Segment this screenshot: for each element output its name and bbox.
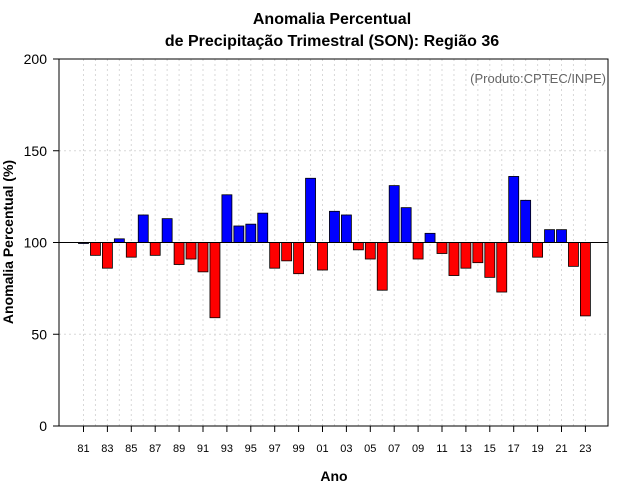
x-tick-label-99: 99 bbox=[292, 443, 304, 455]
x-tick-label-07: 07 bbox=[388, 443, 400, 455]
bar-11 bbox=[436, 242, 448, 254]
y-tick-label-200: 200 bbox=[24, 51, 48, 67]
x-axis: 81 83 85 87 89 91 93 95 97 99 01 03 05 07 09 11 13 15 17 19… bbox=[77, 426, 592, 455]
bar-84 bbox=[113, 238, 125, 243]
y-axis: 0 50 100 150 200 bbox=[24, 51, 59, 434]
bar-08 bbox=[400, 207, 412, 243]
bar-90 bbox=[185, 242, 197, 260]
y-tick-label-150: 150 bbox=[24, 143, 48, 159]
bar-23 bbox=[580, 242, 591, 317]
bar-06 bbox=[376, 242, 388, 291]
x-tick-label-05: 05 bbox=[364, 443, 376, 455]
x-tick-label-91: 91 bbox=[197, 443, 209, 455]
bar-21 bbox=[556, 229, 567, 243]
bar-82 bbox=[90, 242, 101, 256]
x-tick-label-89: 89 bbox=[173, 443, 185, 455]
bar-96 bbox=[257, 212, 269, 243]
bar-07 bbox=[388, 185, 400, 243]
x-tick-label-09: 09 bbox=[412, 443, 424, 455]
bar-99 bbox=[293, 242, 305, 275]
x-tick-label-95: 95 bbox=[245, 443, 257, 455]
bar-16 bbox=[496, 242, 508, 293]
bar-83 bbox=[102, 242, 113, 269]
bar-18 bbox=[520, 199, 532, 243]
chart-title-line1: Anomalia Percentual bbox=[253, 11, 411, 28]
x-tick-label-83: 83 bbox=[101, 443, 113, 455]
bar-03 bbox=[340, 214, 352, 243]
bar-13 bbox=[460, 242, 472, 269]
bar-12 bbox=[448, 242, 460, 276]
bar-95 bbox=[245, 223, 257, 243]
bar-10 bbox=[424, 232, 436, 243]
x-tick-label-13: 13 bbox=[460, 443, 472, 455]
bar-02 bbox=[329, 210, 340, 243]
y-tick-label-100: 100 bbox=[24, 235, 48, 251]
bar-17 bbox=[508, 176, 520, 243]
y-tick-label-0: 0 bbox=[39, 418, 47, 434]
bar-15 bbox=[484, 242, 496, 278]
bar-89 bbox=[173, 242, 185, 265]
x-tick-label-97: 97 bbox=[269, 443, 281, 455]
chart-title-line2: de Precipitação Trimestral (SON): Região… bbox=[165, 33, 499, 50]
y-axis-label: Anomalia Percentual (%) bbox=[0, 160, 16, 324]
bar-93 bbox=[221, 194, 233, 243]
x-tick-label-81: 81 bbox=[77, 443, 89, 455]
bar-22 bbox=[568, 242, 579, 267]
bar-91 bbox=[197, 242, 209, 273]
bar-86 bbox=[137, 214, 149, 243]
x-tick-label-01: 01 bbox=[316, 443, 328, 455]
bars bbox=[78, 176, 591, 319]
x-tick-label-03: 03 bbox=[340, 443, 352, 455]
bar-09 bbox=[412, 242, 424, 260]
credit-label: (Produto:CPTEC/INPE) bbox=[470, 71, 606, 86]
x-tick-label-17: 17 bbox=[508, 443, 520, 455]
bar-01 bbox=[317, 242, 328, 271]
bar-20 bbox=[544, 229, 555, 243]
bar-14 bbox=[472, 242, 484, 264]
x-axis-label: Ano bbox=[320, 468, 347, 484]
y-tick-label-50: 50 bbox=[31, 326, 47, 342]
bar-05 bbox=[364, 242, 376, 260]
bar-00 bbox=[305, 177, 316, 243]
x-tick-label-93: 93 bbox=[221, 443, 233, 455]
bar-94 bbox=[233, 225, 245, 243]
bar-87 bbox=[149, 242, 161, 256]
bar-19 bbox=[532, 242, 543, 258]
x-tick-label-23: 23 bbox=[579, 443, 591, 455]
x-tick-label-87: 87 bbox=[149, 443, 161, 455]
bar-88 bbox=[161, 218, 173, 243]
x-tick-label-85: 85 bbox=[125, 443, 137, 455]
bar-85 bbox=[125, 242, 137, 258]
x-tick-label-19: 19 bbox=[531, 443, 543, 455]
bar-04 bbox=[352, 242, 364, 251]
grid-lines bbox=[59, 58, 608, 427]
bar-98 bbox=[281, 242, 293, 262]
x-tick-label-15: 15 bbox=[484, 443, 496, 455]
bar-92 bbox=[209, 242, 221, 319]
x-tick-label-11: 11 bbox=[436, 443, 447, 455]
x-tick-label-21: 21 bbox=[555, 443, 567, 455]
bar-97 bbox=[269, 242, 281, 269]
